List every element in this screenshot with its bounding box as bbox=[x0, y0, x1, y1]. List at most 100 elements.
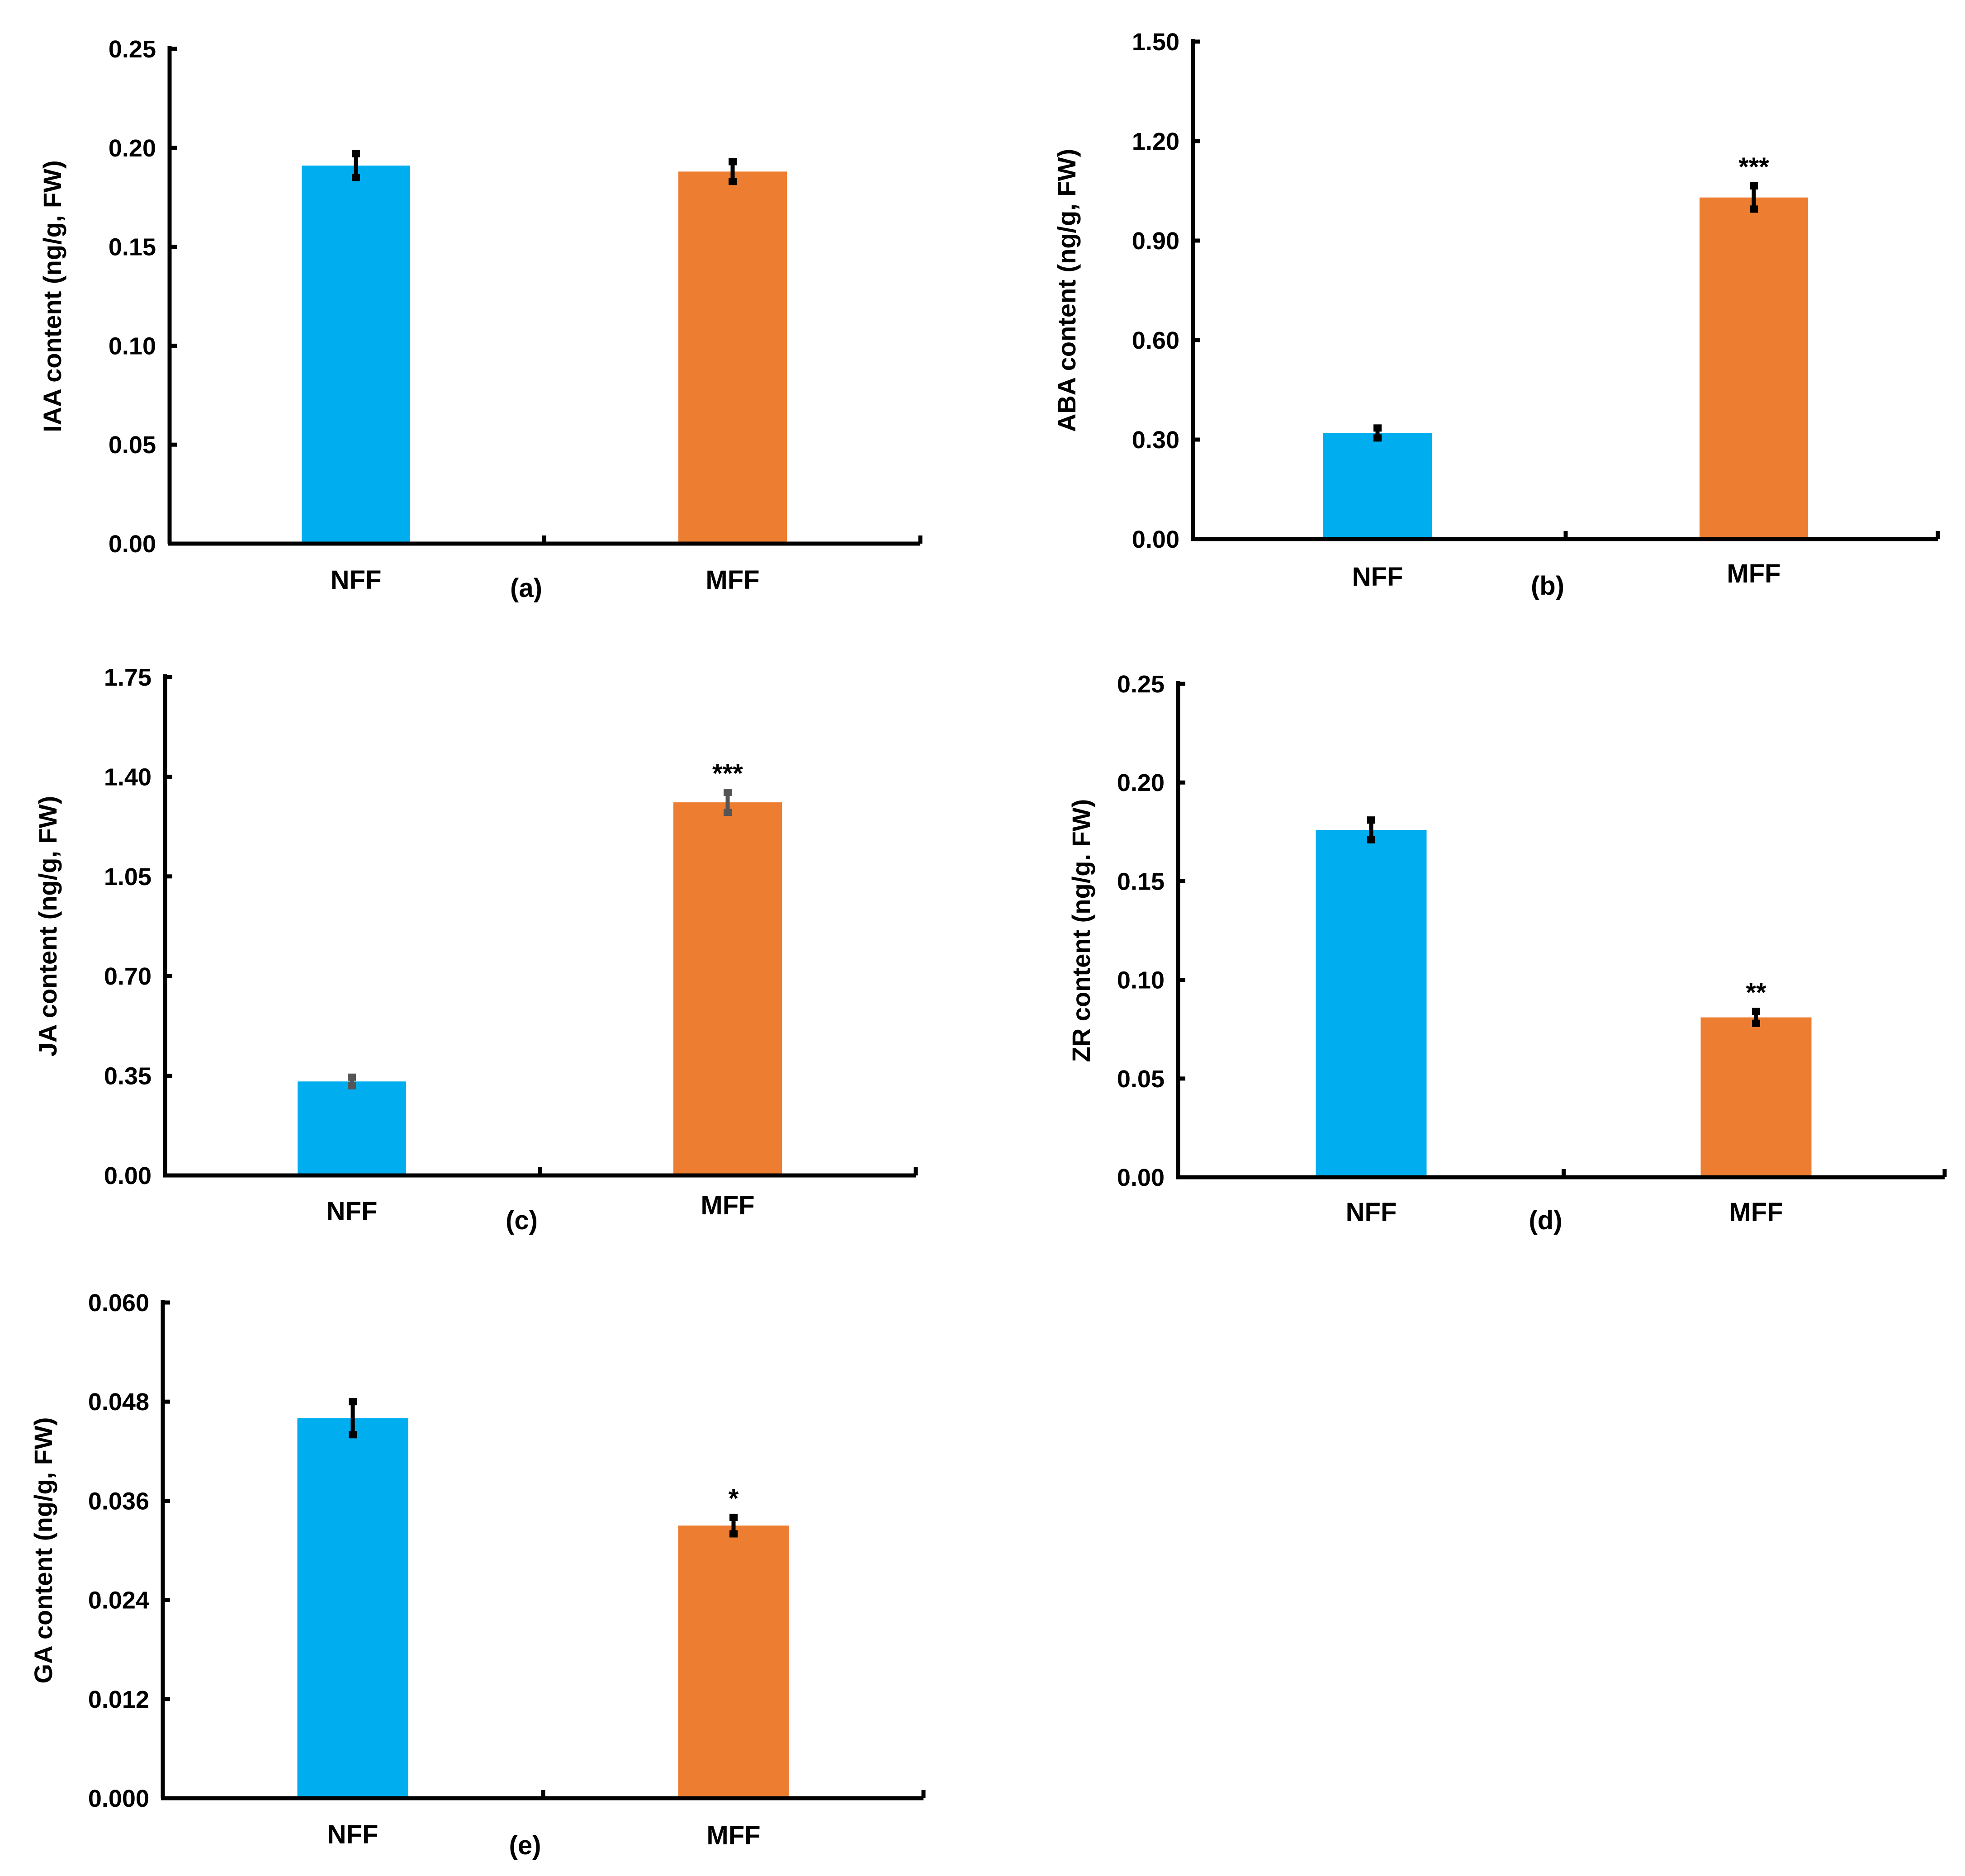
y-axis-title-c: JA content (ng/g, FW) bbox=[33, 796, 62, 1057]
error-bar-cap-top bbox=[1752, 1008, 1760, 1015]
error-bar-cap-bottom bbox=[1750, 205, 1758, 213]
error-bar-cap-top bbox=[1373, 424, 1382, 432]
chart-panel-d: ** 0.00 0.05 0.10 0.15 0.20 0.25 NFF MFF (d) ZR co… bbox=[1067, 671, 1947, 1235]
y-tick-label-d: 0.10 bbox=[1117, 967, 1165, 994]
bar-c-mff bbox=[673, 802, 782, 1175]
y-tick-label-e: 0.012 bbox=[88, 1686, 149, 1713]
error-bar-e-mff bbox=[729, 1513, 738, 1538]
x-category-label-b-nff: NFF bbox=[1352, 562, 1403, 592]
error-bar-a-mff bbox=[729, 158, 737, 185]
y-tick-label-c: 0.00 bbox=[104, 1162, 152, 1189]
y-tick-label-c: 0.70 bbox=[104, 963, 152, 990]
x-category-label-c-mff: MFF bbox=[701, 1191, 754, 1220]
x-category-label-e-nff: NFF bbox=[327, 1820, 379, 1849]
y-tick-label-a: 0.25 bbox=[109, 36, 156, 63]
bar-e-nff bbox=[297, 1418, 408, 1798]
error-bar-cap-top bbox=[352, 150, 360, 157]
error-bar-cap-bottom bbox=[348, 1082, 356, 1090]
significance-marker-d-mff: ** bbox=[1746, 978, 1766, 1007]
error-bar-cap-bottom bbox=[349, 1431, 357, 1439]
y-tick-label-e: 0.036 bbox=[88, 1488, 149, 1515]
x-category-label-b-mff: MFF bbox=[1727, 559, 1780, 588]
y-tick-label-b: 0.90 bbox=[1132, 227, 1179, 255]
y-tick-label-e: 0.048 bbox=[88, 1388, 149, 1416]
error-bar-b-nff bbox=[1373, 424, 1382, 442]
error-bar-cap-top bbox=[729, 158, 737, 166]
chart-panel-e: * 0.000 0.012 0.024 0.036 0.048 0.060 NFF MFF (e)… bbox=[29, 1289, 926, 1860]
x-category-label-c-nff: NFF bbox=[327, 1197, 378, 1226]
significance-marker-b-mff: *** bbox=[1738, 152, 1769, 182]
y-tick-label-e: 0.024 bbox=[88, 1587, 149, 1614]
error-bar-d-nff bbox=[1367, 816, 1375, 843]
error-bar-cap-top bbox=[348, 1073, 356, 1081]
error-bar-c-nff bbox=[348, 1073, 356, 1090]
y-tick-label-b: 1.20 bbox=[1132, 128, 1179, 155]
bar-a-nff bbox=[302, 166, 410, 544]
panel-label-a: (a) bbox=[510, 573, 542, 603]
x-category-label-a-nff: NFF bbox=[331, 565, 382, 595]
y-tick-label-d: 0.25 bbox=[1117, 671, 1165, 698]
error-bar-cap-top bbox=[724, 789, 732, 796]
y-tick-label-b: 0.30 bbox=[1132, 426, 1179, 454]
y-tick-label-d: 0.15 bbox=[1117, 868, 1165, 895]
y-tick-label-a: 0.20 bbox=[109, 135, 156, 162]
bar-e-mff bbox=[678, 1525, 789, 1798]
y-axis-title-e: GA content (ng/g, FW) bbox=[29, 1417, 57, 1684]
panel-label-c: (c) bbox=[506, 1206, 538, 1235]
y-tick-label-d: 0.00 bbox=[1117, 1164, 1165, 1191]
error-bar-cap-bottom bbox=[352, 174, 360, 181]
significance-marker-e-mff: * bbox=[729, 1484, 739, 1513]
error-bar-cap-top bbox=[1750, 182, 1758, 189]
chart-panel-c: *** 0.00 0.35 0.70 1.05 1.40 1.75 NFF MFF (c) JA c… bbox=[33, 664, 918, 1235]
y-tick-label-c: 0.35 bbox=[104, 1063, 152, 1090]
y-axis-title-b: ABA content (ng/g, FW) bbox=[1052, 149, 1081, 432]
bar-b-mff bbox=[1700, 197, 1808, 540]
error-bar-cap-bottom bbox=[1752, 1019, 1760, 1027]
error-bar-cap-bottom bbox=[729, 178, 737, 185]
x-category-label-e-mff: MFF bbox=[706, 1821, 760, 1850]
error-bar-cap-top bbox=[729, 1513, 738, 1521]
y-axis-title-d: ZR content (ng/g. FW) bbox=[1067, 799, 1095, 1062]
y-tick-label-c: 1.75 bbox=[104, 664, 152, 691]
error-bar-e-nff bbox=[349, 1398, 357, 1439]
error-bar-c-mff bbox=[724, 789, 732, 816]
chart-panel-a: 0.00 0.05 0.10 0.15 0.20 0.25 NFF MFF (a) IAA con… bbox=[38, 36, 923, 603]
y-tick-label-a: 0.05 bbox=[109, 431, 156, 459]
bar-c-nff bbox=[298, 1081, 406, 1175]
y-tick-label-c: 1.40 bbox=[104, 763, 152, 791]
y-tick-label-b: 1.50 bbox=[1132, 28, 1179, 56]
panel-label-d: (d) bbox=[1529, 1206, 1562, 1235]
bar-a-mff bbox=[678, 171, 787, 544]
error-bar-a-nff bbox=[352, 150, 360, 181]
y-tick-label-b: 0.00 bbox=[1132, 526, 1179, 553]
bar-b-nff bbox=[1323, 433, 1432, 539]
bar-d-nff bbox=[1316, 829, 1427, 1177]
x-category-label-d-mff: MFF bbox=[1729, 1198, 1783, 1227]
significance-marker-c-mff: *** bbox=[712, 759, 743, 788]
error-bar-cap-bottom bbox=[724, 809, 732, 816]
error-bar-d-mff bbox=[1752, 1008, 1760, 1027]
error-bar-cap-bottom bbox=[1373, 434, 1382, 442]
y-tick-label-a: 0.10 bbox=[109, 332, 156, 360]
y-tick-label-c: 1.05 bbox=[104, 863, 152, 891]
error-bar-b-mff bbox=[1750, 182, 1758, 213]
error-bar-cap-top bbox=[1367, 816, 1375, 824]
panel-label-b: (b) bbox=[1531, 571, 1564, 601]
y-tick-label-a: 0.15 bbox=[109, 234, 156, 261]
y-tick-label-b: 0.60 bbox=[1132, 327, 1179, 354]
panel-label-e: (e) bbox=[509, 1831, 541, 1860]
x-category-label-d-nff: NFF bbox=[1346, 1198, 1397, 1227]
y-tick-label-d: 0.05 bbox=[1117, 1066, 1165, 1093]
y-tick-label-e: 0.000 bbox=[88, 1785, 149, 1812]
y-tick-label-d: 0.20 bbox=[1117, 769, 1165, 796]
chart-panel-b: *** 0.00 0.30 0.60 0.90 1.20 1.50 NFF MFF (b) ABA … bbox=[1052, 28, 1940, 601]
x-category-label-a-mff: MFF bbox=[706, 565, 759, 595]
error-bar-cap-top bbox=[349, 1398, 357, 1406]
y-tick-label-e: 0.060 bbox=[88, 1289, 149, 1317]
bar-d-mff bbox=[1700, 1017, 1812, 1177]
y-tick-label-a: 0.00 bbox=[109, 531, 156, 558]
error-bar-cap-bottom bbox=[729, 1530, 738, 1538]
error-bar-cap-bottom bbox=[1367, 836, 1375, 843]
y-axis-title-a: IAA content (ng/g, FW) bbox=[38, 160, 66, 432]
